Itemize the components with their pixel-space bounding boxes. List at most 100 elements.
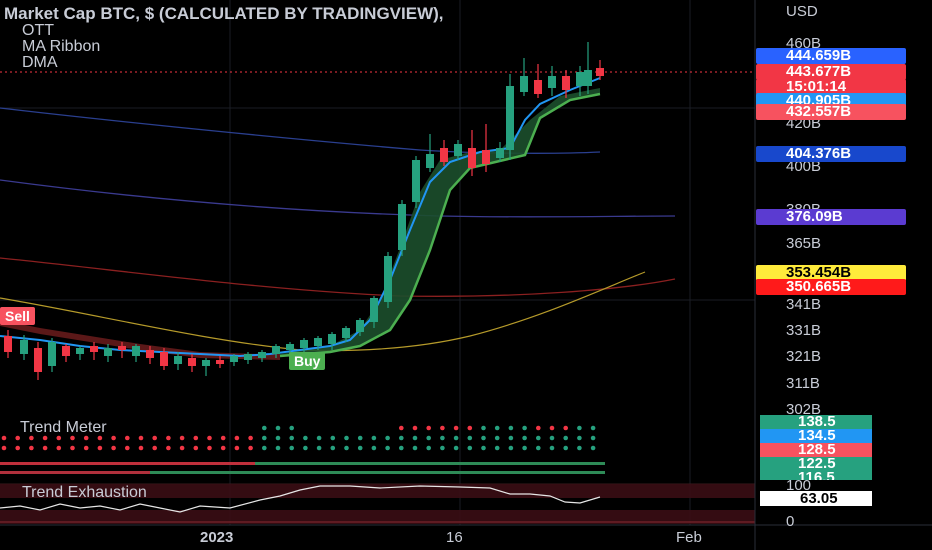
- trend-meter-dot: [467, 445, 473, 451]
- candle-body: [562, 76, 570, 90]
- trend-meter-dot: [166, 445, 171, 451]
- trend-meter-dot: [481, 435, 486, 441]
- study-label-dma[interactable]: DMA: [22, 54, 58, 71]
- trend-meter-dot: [262, 435, 267, 441]
- price-tick: 365B: [786, 235, 822, 252]
- candle-body: [286, 344, 294, 350]
- trend-meter-dot: [125, 445, 130, 451]
- candle-body: [596, 68, 604, 76]
- candle-body: [258, 352, 266, 358]
- candle-body: [20, 340, 28, 354]
- price-tick: 321B: [786, 348, 822, 365]
- trend-exhaustion-title[interactable]: Trend Exhaustion: [22, 484, 147, 501]
- candlesticks: [4, 42, 604, 380]
- trend-meter-dot: [1, 435, 7, 441]
- exhaustion-tick: 100: [786, 477, 812, 494]
- trend-meter-dot: [275, 435, 281, 441]
- trend-meter-dot: [426, 445, 432, 451]
- candle-body: [90, 346, 98, 352]
- trend-meter-dot: [1, 445, 7, 451]
- candle-body: [188, 358, 196, 366]
- trend-meter-dot: [83, 445, 89, 451]
- candle-body: [384, 256, 392, 302]
- trend-meter-dot: [508, 435, 514, 441]
- price-tag-countdown: 15:01:14: [756, 79, 906, 95]
- trend-meter-value: 134.5: [760, 428, 872, 443]
- trend-meter-dot: [426, 435, 432, 441]
- trend-meter-dot: [179, 445, 185, 451]
- candle-body: [244, 354, 252, 360]
- candle-body: [440, 148, 448, 162]
- trend-meter-dot: [152, 445, 157, 451]
- trend-meter-dot: [385, 435, 390, 441]
- trend-meter-value: 138.5: [760, 414, 872, 429]
- exhaustion-tick: 0: [786, 513, 795, 530]
- trend-meter-dot: [248, 435, 253, 441]
- trend-meter-dot: [440, 435, 445, 441]
- ma-line-red: [0, 257, 676, 297]
- trend-meter-dot: [70, 435, 75, 441]
- candle-body: [356, 320, 364, 332]
- candle-body: [146, 350, 154, 358]
- trend-meter-dot: [111, 435, 116, 441]
- trend-meter-dot: [193, 445, 199, 451]
- candle-body: [482, 150, 490, 164]
- trend-meter-dot: [234, 435, 240, 441]
- time-label-2023: 2023: [200, 529, 234, 546]
- trend-meter-dot: [70, 445, 75, 451]
- candle-body: [520, 76, 528, 92]
- candle-body: [576, 72, 584, 86]
- trend-meter-value: 128.5: [760, 442, 872, 457]
- trend-meter-dot: [275, 445, 281, 451]
- trend-meter-dot: [316, 435, 322, 441]
- price-tick: 400B: [786, 158, 822, 175]
- trend-meter-dot: [357, 445, 363, 451]
- trend-meter-dot: [29, 445, 34, 451]
- candle-body: [132, 346, 140, 356]
- trend-meter-dot: [316, 445, 322, 451]
- candle-body: [426, 154, 434, 168]
- trend-meter-dot: [577, 425, 582, 431]
- trend-meter-dot: [399, 445, 404, 451]
- trend-meter-dot: [508, 425, 514, 431]
- candle-body: [506, 86, 514, 150]
- candle-body: [398, 204, 406, 250]
- trend-meter-dot: [344, 445, 349, 451]
- trend-meter-dot: [125, 435, 130, 441]
- dma-line-yellow: [0, 271, 646, 352]
- study-label-ott[interactable]: OTT: [22, 22, 54, 39]
- candle-body: [370, 298, 378, 322]
- trend-meter-dot: [262, 445, 267, 451]
- trend-meter-dot: [577, 435, 582, 441]
- trend-meter-dot: [357, 435, 363, 441]
- trend-meter-dot: [262, 425, 267, 431]
- trend-meter-dot: [453, 445, 459, 451]
- trend-meter-dot: [179, 435, 185, 441]
- trend-meter-dot: [549, 435, 555, 441]
- trend-meter-dot: [275, 425, 281, 431]
- price-tick: 460B: [786, 35, 822, 52]
- study-label-ma-ribbon[interactable]: MA Ribbon: [22, 38, 101, 55]
- trend-meter-dot: [303, 445, 308, 451]
- chart-title: Market Cap BTC, $ (CALCULATED BY TRADING…: [4, 4, 444, 23]
- trend-meter-dot: [522, 425, 527, 431]
- candle-body: [328, 334, 336, 344]
- trend-meter-dot: [494, 425, 500, 431]
- trend-meter-dot: [385, 445, 390, 451]
- trend-meter-dot: [440, 425, 445, 431]
- trend-meter-dot: [83, 435, 89, 441]
- trend-meter-dot: [234, 445, 240, 451]
- candle-body: [468, 148, 476, 168]
- trend-meter-title[interactable]: Trend Meter: [20, 419, 107, 436]
- trend-meter-dot: [15, 445, 20, 451]
- trend-meter-dot: [220, 445, 226, 451]
- trend-meter-dot: [481, 445, 486, 451]
- trend-meter-dot: [536, 425, 541, 431]
- trend-meter-dot: [453, 435, 459, 441]
- trend-meter-dot: [549, 425, 555, 431]
- time-label-16: 16: [446, 529, 463, 546]
- trend-meter-dot: [563, 425, 568, 431]
- candle-body: [118, 346, 126, 350]
- candle-body: [548, 76, 556, 88]
